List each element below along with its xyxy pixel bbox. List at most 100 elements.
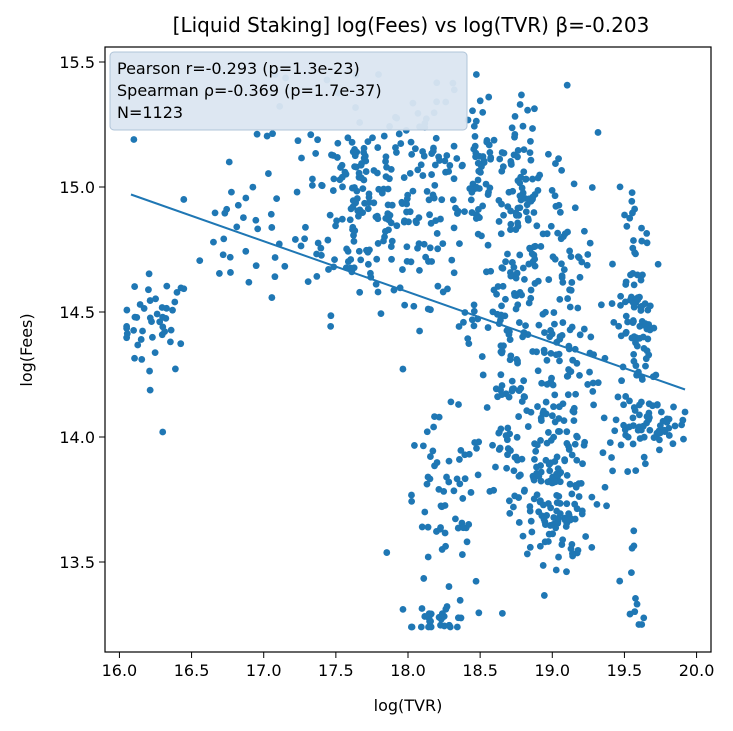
data-point (572, 483, 580, 491)
data-point (645, 409, 653, 417)
data-point (589, 379, 597, 387)
data-point (151, 349, 159, 356)
data-point (424, 473, 432, 481)
data-point (558, 331, 566, 339)
data-point (478, 353, 486, 360)
data-point (423, 428, 431, 436)
data-point (571, 204, 579, 212)
data-point (551, 192, 559, 200)
data-point (645, 351, 653, 359)
data-point (571, 440, 579, 448)
data-point (453, 155, 461, 162)
data-point (242, 194, 250, 202)
data-point (538, 379, 546, 387)
stats-spearman: Spearman ρ=-0.369 (p=1.7e-37) (117, 81, 382, 100)
data-point (433, 230, 441, 237)
y-axis-title: log(Fees) (17, 313, 36, 386)
data-point (420, 575, 428, 582)
data-point (645, 416, 652, 424)
data-point (431, 413, 438, 420)
data-point (353, 195, 361, 202)
y-tick-label: 14.5 (59, 303, 95, 322)
data-point (576, 371, 583, 379)
data-point (384, 185, 392, 193)
data-point (131, 283, 139, 290)
data-point (628, 197, 636, 205)
data-point (521, 393, 529, 401)
data-point (473, 184, 481, 192)
data-point (419, 442, 427, 450)
data-point (564, 295, 572, 302)
data-point (245, 278, 253, 286)
data-point (549, 530, 557, 538)
data-point (496, 444, 504, 452)
data-point (490, 136, 498, 144)
data-point (171, 365, 179, 373)
data-point (468, 316, 476, 324)
data-point (515, 472, 523, 480)
data-point (552, 202, 560, 210)
data-point (446, 623, 454, 631)
data-point (617, 441, 625, 449)
data-point (576, 273, 584, 281)
data-point (646, 426, 654, 434)
data-point (328, 151, 335, 159)
data-point (152, 295, 159, 303)
data-point (410, 302, 418, 310)
data-point (531, 105, 538, 113)
data-point (550, 433, 558, 441)
data-point (437, 524, 444, 531)
data-point (543, 230, 551, 238)
data-point (432, 134, 440, 142)
data-point (329, 187, 337, 194)
data-point (313, 273, 321, 280)
data-point (317, 244, 325, 252)
x-tick-label: 18.5 (462, 661, 498, 680)
data-point (385, 226, 392, 234)
data-point (355, 212, 362, 220)
data-point (403, 243, 411, 251)
data-point (167, 326, 175, 334)
data-point (566, 303, 574, 311)
data-point (470, 145, 478, 153)
data-point (560, 417, 568, 424)
data-point (630, 237, 637, 244)
data-point (609, 260, 616, 268)
data-point (537, 243, 545, 250)
data-point (485, 93, 493, 101)
data-point (554, 465, 562, 473)
data-point (551, 391, 559, 399)
data-point (479, 153, 487, 160)
data-point (510, 467, 518, 475)
data-point (180, 285, 188, 293)
data-point (252, 262, 260, 270)
data-point (523, 550, 531, 558)
data-point (550, 403, 557, 411)
data-point (505, 393, 513, 401)
data-point (331, 256, 338, 264)
data-point (543, 380, 551, 388)
data-point (630, 404, 638, 411)
x-tick-label: 19.5 (607, 661, 643, 680)
data-point (139, 327, 146, 335)
data-point (541, 538, 549, 546)
data-point (509, 187, 517, 195)
stats-box-background (109, 51, 468, 131)
data-point (435, 153, 443, 161)
data-point (400, 174, 408, 181)
data-point (588, 543, 596, 551)
data-point (425, 196, 433, 204)
data-point (650, 324, 658, 332)
data-point (527, 286, 535, 294)
data-point (555, 155, 562, 163)
data-point (267, 210, 275, 218)
data-point (327, 312, 335, 320)
data-point (445, 478, 453, 486)
data-point (440, 612, 448, 620)
data-point (456, 240, 463, 248)
data-point (567, 253, 575, 261)
data-point (365, 190, 373, 198)
data-point (552, 524, 560, 532)
data-point (426, 211, 433, 219)
data-point (145, 286, 152, 294)
